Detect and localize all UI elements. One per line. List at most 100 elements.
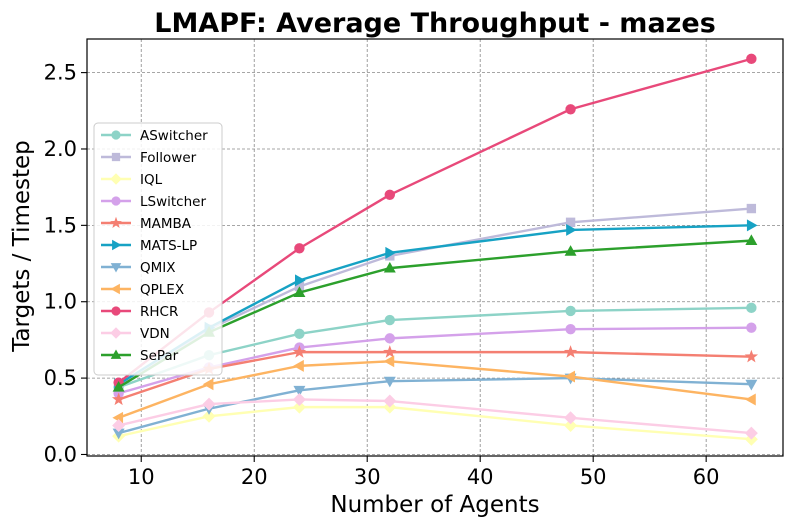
data-point-lswitcher — [384, 333, 396, 344]
legend-item-follower: Follower — [101, 150, 197, 166]
data-point-qmix — [293, 385, 306, 397]
x-tick-label: 60 — [693, 465, 720, 489]
data-point-separ — [564, 245, 577, 256]
data-point-rhcr — [384, 189, 396, 201]
x-axis-label: Number of Agents — [330, 492, 539, 518]
data-point-mamba — [563, 345, 578, 358]
data-point-iql — [564, 418, 578, 432]
legend-label-mamba: MAMBA — [140, 216, 192, 232]
x-tick-label: 10 — [128, 465, 155, 489]
legend-label-separ: SePar — [140, 348, 179, 364]
x-tick-label: 20 — [241, 465, 268, 489]
data-point-mats-lp — [746, 219, 758, 232]
data-point-mamba — [111, 392, 126, 406]
data-point-vdn — [292, 392, 306, 406]
data-point-lswitcher — [565, 324, 576, 335]
series-line-iql — [118, 405, 752, 441]
legend-item-lswitcher: LSwitcher — [101, 194, 206, 210]
data-point-separ — [293, 286, 306, 297]
series-line-vdn — [118, 398, 752, 435]
legend-label-mats-lp: MATS-LP — [140, 238, 197, 254]
data-point-mats-lp — [566, 223, 577, 236]
legend-label-follower: Follower — [140, 150, 197, 166]
legend-item-qmix: QMIX — [101, 260, 176, 276]
data-point-mamba — [292, 345, 307, 358]
legend-item-mamba: MAMBA — [101, 216, 192, 232]
data-point-qmix — [383, 376, 396, 388]
y-tick-label: 1.0 — [44, 290, 77, 314]
legend-marker-aswitcher — [111, 130, 121, 140]
legend-item-rhcr: RHCR — [101, 304, 178, 320]
data-point-rhcr — [294, 243, 305, 254]
y-axis-label: Targets / Timestep — [9, 140, 35, 353]
data-point-qplex — [745, 393, 756, 406]
data-point-rhcr — [565, 104, 576, 115]
data-point-vdn — [744, 426, 758, 440]
x-tick-label: 30 — [354, 465, 381, 489]
data-point-qplex — [383, 355, 395, 368]
data-point-aswitcher — [746, 302, 757, 314]
legend-item-iql: IQL — [101, 172, 163, 188]
legend-marker-mamba — [110, 216, 122, 229]
data-point-rhcr — [746, 53, 757, 65]
legend-label-aswitcher: ASwitcher — [140, 128, 208, 144]
legend-marker-follower — [111, 152, 121, 162]
chart-title: LMAPF: Average Throughput - mazes — [154, 8, 716, 39]
data-point-aswitcher — [294, 328, 305, 340]
legend-label-rhcr: RHCR — [140, 304, 178, 320]
data-point-qplex — [564, 370, 575, 383]
legend-item-aswitcher: ASwitcher — [101, 128, 208, 144]
series-qplex — [112, 355, 756, 424]
axis-ticks: 10 20 30 40 50 60 0.0 0.5 1.0 1.5 2.0 2.5 — [44, 61, 720, 489]
data-point-mamba — [744, 349, 759, 363]
legend-marker-rhcr — [111, 306, 121, 316]
legend-label-vdn: VDN — [140, 326, 170, 342]
series-line-qplex — [118, 360, 752, 419]
data-point-vdn — [383, 394, 397, 408]
legend-label-lswitcher: LSwitcher — [140, 194, 206, 210]
legend-marker-iql — [110, 173, 122, 185]
data-point-mats-lp — [295, 274, 306, 287]
plot-area-frame — [86, 38, 784, 457]
legend-marker-separ — [110, 349, 122, 359]
legend-label-qplex: QPLEX — [140, 282, 184, 298]
data-point-separ — [383, 261, 396, 273]
legend: ASwitcher Follower IQL LSwitcher MAMBA MATS-L… — [93, 122, 223, 376]
y-tick-label: 2.5 — [44, 61, 77, 85]
y-tick-label: 0.5 — [44, 366, 77, 390]
y-tick-label: 1.5 — [44, 213, 77, 237]
data-point-qplex — [293, 359, 304, 372]
data-point-separ — [745, 234, 758, 246]
series-line-qmix — [118, 376, 752, 435]
legend-marker-vdn — [110, 327, 122, 339]
data-point-follower — [746, 203, 757, 214]
legend-label-qmix: QMIX — [140, 260, 176, 276]
data-point-aswitcher — [384, 314, 396, 326]
legend-item-separ: SePar — [101, 348, 179, 364]
data-point-iql — [202, 409, 216, 423]
data-point-separ — [112, 381, 125, 392]
x-tick-label: 50 — [580, 465, 607, 489]
data-point-qplex — [202, 378, 214, 391]
data-point-vdn — [564, 411, 578, 425]
data-point-mamba — [383, 345, 397, 358]
x-tick-label: 40 — [467, 465, 494, 489]
data-point-qmix — [112, 428, 125, 440]
data-point-aswitcher — [565, 305, 576, 317]
series-vdn — [112, 392, 758, 440]
y-tick-label: 2.0 — [44, 137, 77, 161]
legend-marker-lswitcher — [111, 196, 121, 206]
data-point-mats-lp — [385, 246, 397, 259]
legend-item-qplex: QPLEX — [101, 282, 184, 298]
data-point-follower — [565, 217, 576, 227]
legend-marker-qplex — [110, 283, 120, 295]
data-point-iql — [292, 400, 306, 414]
legend-marker-mats-lp — [112, 239, 122, 251]
legend-marker-qmix — [110, 263, 122, 273]
data-point-lswitcher — [746, 322, 757, 333]
legend-item-mats-lp: MATS-LP — [101, 238, 197, 254]
data-point-vdn — [202, 397, 216, 411]
data-point-vdn — [112, 418, 126, 432]
y-tick-label: 0.0 — [44, 442, 77, 466]
